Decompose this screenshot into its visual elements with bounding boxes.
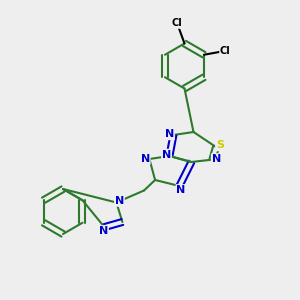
- Text: N: N: [176, 185, 185, 195]
- Text: N: N: [162, 149, 171, 160]
- Text: N: N: [99, 226, 108, 236]
- Text: Cl: Cl: [172, 18, 182, 28]
- Text: Cl: Cl: [220, 46, 231, 56]
- Text: N: N: [212, 154, 221, 164]
- Text: N: N: [141, 154, 150, 164]
- Text: S: S: [216, 140, 224, 151]
- Text: N: N: [115, 196, 124, 206]
- Text: N: N: [165, 129, 174, 140]
